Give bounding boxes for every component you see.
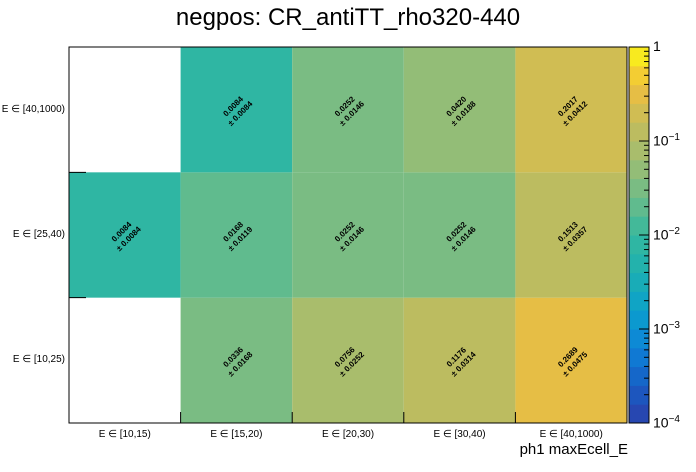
chart-title: negpos: CR_antiTT_rho320-440 [175,4,521,31]
colorbar-band [629,103,649,123]
colorbar-tick-base: 10 [653,132,669,149]
heatmap-cell [180,47,293,173]
x-axis-title: ph1 maxEcell_E [519,441,628,458]
colorbar-band [629,366,649,386]
colorbar-tick-label: 10−2 [653,226,680,243]
colorbar-band [629,385,649,405]
colorbar-band [629,253,649,274]
colorbar-tick-exponent: −1 [668,132,680,143]
y-tick-label: E ∈ [10,25) [12,354,65,366]
heatmap-cell [403,297,516,423]
plot-frame [68,46,628,424]
colorbar-band [629,197,649,217]
colorbar-tick-label: 10−3 [653,320,680,337]
colorbar-tick-base: 1 [653,38,661,54]
colorbar-tick-exponent: −3 [668,320,680,331]
x-tick-label: E ∈ [15,20) [210,429,263,440]
heatmap-cell [292,172,404,298]
colorbar-tick-base: 10 [653,414,669,431]
colorbar-band [629,65,649,86]
heatmap-cell [515,47,627,173]
y-tick-label: E ∈ [40,1000) [1,103,65,115]
heatmap-cell [292,297,404,423]
heatmap-cell [69,172,181,298]
colorbar-band [629,141,649,161]
colorbar-band [629,310,649,330]
heatmap-cell [403,47,516,173]
colorbar-tick-base: 10 [653,226,669,243]
heatmap-cell [403,172,516,298]
colorbar-tick-label: 1 [653,38,661,54]
x-tick-label: E ∈ [10,15) [98,429,151,440]
y-tick-label: E ∈ [25,40) [12,229,65,240]
colorbar-tick-label: 10−4 [653,414,680,431]
x-tick-label: E ∈ [20,30) [321,429,375,440]
cell-label-group: 0.0252± 0.0146 [333,94,366,127]
colorbar-tick-base: 10 [653,320,669,337]
x-tick-label: E ∈ [30,40) [433,429,486,440]
colorbar-band [629,347,649,368]
heatmap-cell [515,297,627,423]
heatmap-cell [180,172,293,298]
colorbar-band [629,84,649,104]
heatmap-cell [180,297,293,423]
colorbar-band [629,216,649,236]
colorbar-band [629,178,649,198]
colorbar-band [629,272,649,292]
x-tick-label: E ∈ [40,1000) [539,429,603,440]
colorbar-tick-exponent: −2 [668,226,680,237]
heatmap-cell [292,47,404,173]
colorbar-band [629,235,649,255]
colorbar-band [629,291,649,311]
colorbar-band [629,47,649,67]
colorbar-band [629,122,649,142]
colorbar-tick-label: 10−1 [653,132,680,149]
colorbar-band [629,404,649,424]
colorbar-tick-exponent: −4 [668,414,680,425]
colorbar-band [629,329,649,349]
colorbar-band [629,159,649,180]
heatmap-cell [515,172,627,298]
